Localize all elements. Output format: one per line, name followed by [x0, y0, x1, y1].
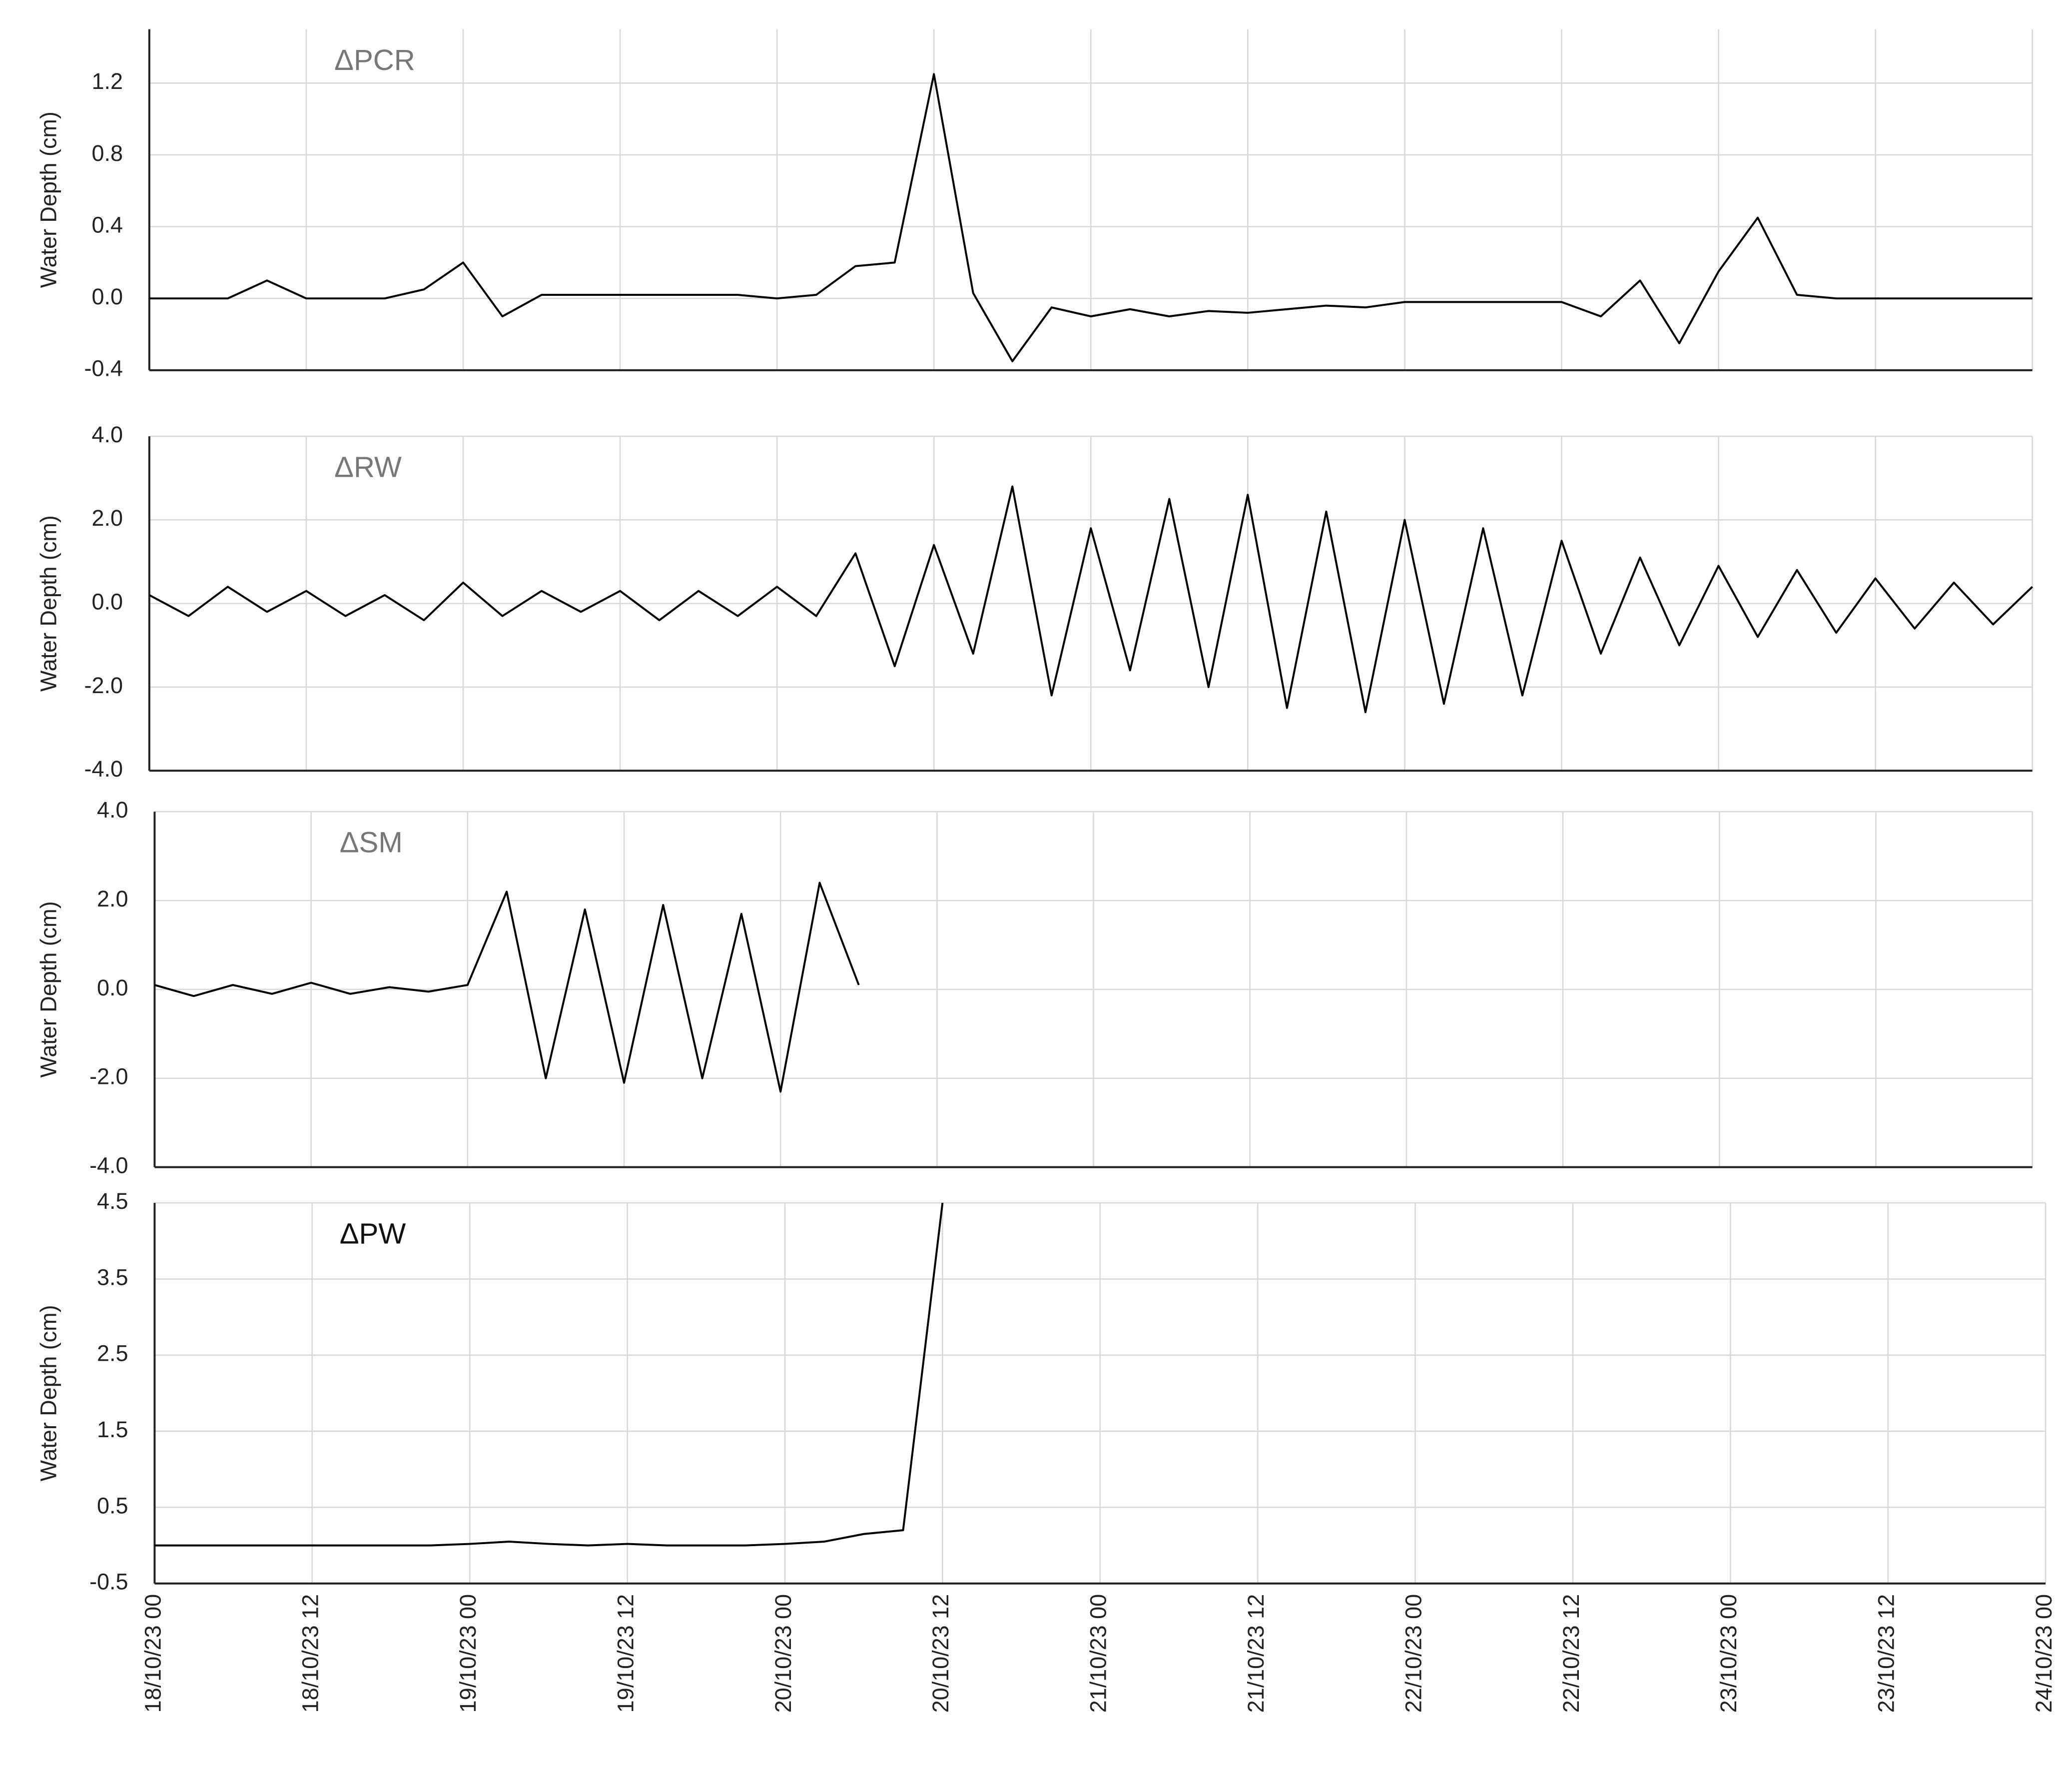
data-line: [148, 485, 2034, 714]
y-tick-label: -2.0: [84, 673, 122, 698]
y-tick-label: 0.0: [97, 975, 128, 1000]
y-axis-title: Water Depth (cm): [35, 1305, 61, 1481]
y-tick-label: 3.5: [97, 1264, 128, 1290]
data-line: [149, 73, 2033, 362]
data-line: [154, 1202, 944, 1547]
panel-label: ΔRW: [334, 451, 402, 484]
y-tick-label: 0.5: [97, 1493, 128, 1518]
y-tick-label: 4.0: [91, 422, 123, 447]
data-line: [154, 882, 860, 1093]
x-tick-label: 18/10/23 12: [298, 1594, 323, 1713]
x-tick-label: 22/10/23 00: [1400, 1594, 1426, 1713]
x-tick-label: 19/10/23 00: [455, 1594, 481, 1713]
y-tick-label: 2.5: [97, 1341, 128, 1366]
y-tick-label: 2.0: [91, 505, 123, 531]
panel-label: ΔSM: [340, 827, 403, 859]
x-tick-label: 18/10/23 00: [140, 1594, 165, 1713]
panel-label: ΔPCR: [334, 44, 415, 76]
y-tick-label: -0.4: [84, 356, 122, 381]
y-tick-label: 0.0: [91, 284, 123, 309]
x-tick-label: 20/10/23 00: [770, 1594, 796, 1713]
y-tick-label: 1.5: [97, 1417, 128, 1442]
y-tick-label: -4.0: [84, 756, 122, 782]
y-tick-label: 0.8: [91, 140, 123, 166]
x-tick-label: 19/10/23 12: [613, 1594, 638, 1713]
y-axis-title: Water Depth (cm): [35, 515, 61, 692]
y-tick-label: 2.0: [97, 886, 128, 911]
x-tick-label: 23/10/23 00: [1716, 1594, 1741, 1713]
x-tick-label: 22/10/23 12: [1558, 1594, 1584, 1713]
x-tick-label: 23/10/23 12: [1874, 1594, 1899, 1713]
x-tick-label: 24/10/23 00: [2031, 1594, 2057, 1713]
y-tick-label: 0.0: [91, 589, 123, 615]
y-tick-label: -0.5: [89, 1569, 128, 1595]
y-tick-label: -4.0: [89, 1153, 128, 1178]
y-axis-title: Water Depth (cm): [35, 901, 61, 1077]
panel-label: ΔPW: [340, 1218, 406, 1250]
y-axis-title: Water Depth (cm): [35, 111, 61, 288]
x-tick-label: 21/10/23 12: [1243, 1594, 1269, 1713]
y-tick-label: -2.0: [89, 1064, 128, 1089]
y-tick-label: 4.0: [97, 797, 128, 823]
y-tick-label: 0.4: [91, 212, 123, 237]
y-tick-label: 4.5: [97, 1188, 128, 1214]
x-tick-label: 20/10/23 12: [928, 1594, 953, 1713]
y-tick-label: 1.2: [91, 68, 123, 94]
x-tick-label: 21/10/23 00: [1086, 1594, 1111, 1713]
